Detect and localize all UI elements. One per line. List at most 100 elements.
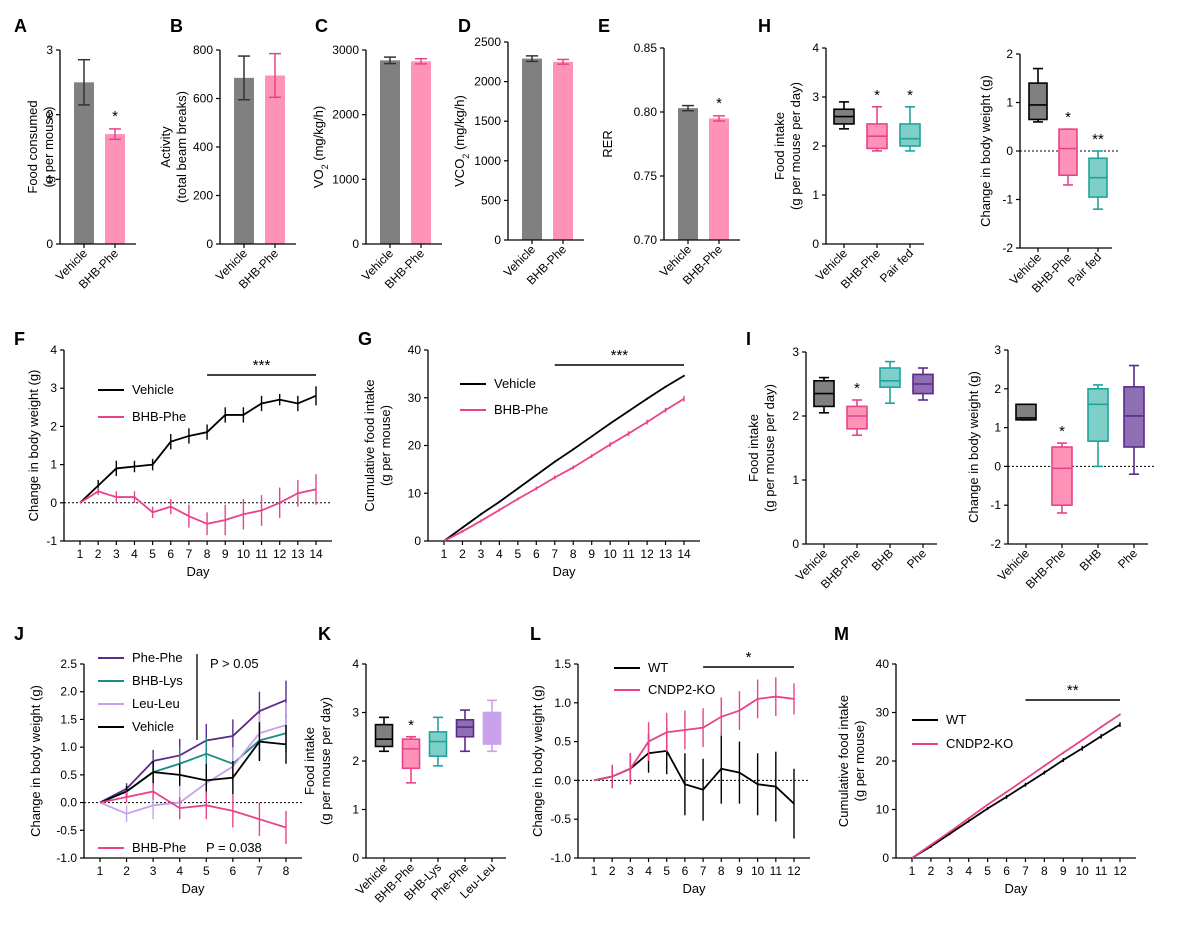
x-tick-label-G: 9 bbox=[588, 547, 595, 561]
significance-marker: *** bbox=[253, 357, 271, 374]
y-tick-label-I1: 3 bbox=[792, 345, 799, 359]
x-tick-label-F: 13 bbox=[291, 547, 305, 561]
y-tick-label-H2: -2 bbox=[1002, 241, 1013, 255]
series-line-wt bbox=[593, 749, 795, 805]
panel-letter-K: K bbox=[318, 624, 331, 644]
legend-label-bhb-phe: BHB-Phe bbox=[132, 409, 186, 424]
series-line-bhb-phe bbox=[79, 488, 317, 525]
bar-bhb-phe bbox=[709, 118, 729, 240]
legend-label-cndp2-ko: CNDP2-KO bbox=[648, 682, 715, 697]
series-line-cndp2-ko bbox=[593, 695, 795, 782]
box-bhb-phe bbox=[846, 405, 868, 430]
series-line-vehicle bbox=[79, 395, 317, 504]
y-tick-label-L: 1.5 bbox=[554, 657, 571, 671]
x-tick-label-J: 3 bbox=[150, 864, 157, 878]
panel-letter-C: C bbox=[315, 16, 328, 36]
y-tick-label-H1: 0 bbox=[812, 237, 819, 251]
y-tick-label-A: 1 bbox=[46, 172, 53, 186]
x-tick-label-M: 9 bbox=[1060, 864, 1067, 878]
x-tick-label-L: 6 bbox=[682, 864, 689, 878]
y-tick-label-J: -1.0 bbox=[56, 851, 77, 865]
x-tick-label-G: 6 bbox=[533, 547, 540, 561]
y-tick-label-F: 2 bbox=[50, 419, 57, 433]
significance-marker: ** bbox=[1067, 682, 1079, 699]
y-axis-label-H1-line1: Food intake bbox=[772, 112, 787, 180]
significance-marker: ** bbox=[1092, 131, 1104, 148]
bar-vehicle bbox=[74, 82, 94, 244]
x-tick-label-M: 1 bbox=[909, 864, 916, 878]
bar-bhb-phe bbox=[411, 61, 431, 244]
y-tick-label-I1: 0 bbox=[792, 537, 799, 551]
x-tick-label-L: 1 bbox=[591, 864, 598, 878]
x-tick-label-bhb: BHB bbox=[1077, 546, 1104, 573]
x-tick-label-M: 4 bbox=[965, 864, 972, 878]
y-tick-label-D: 2000 bbox=[474, 75, 501, 89]
x-tick-label-G: 4 bbox=[496, 547, 503, 561]
y-tick-label-G: 0 bbox=[414, 534, 421, 548]
x-tick-label-F: 9 bbox=[222, 547, 229, 561]
panel-letter-F: F bbox=[14, 329, 25, 349]
x-tick-label-F: 7 bbox=[186, 547, 193, 561]
x-tick-label-F: 11 bbox=[255, 547, 268, 561]
y-axis-label-E: RER bbox=[600, 130, 615, 157]
x-tick-label-J: 1 bbox=[97, 864, 104, 878]
panel-letter-E: E bbox=[598, 16, 610, 36]
y-tick-label-E: 0.70 bbox=[634, 233, 658, 247]
panel-letter-G: G bbox=[358, 329, 372, 349]
legend-label-bhb-phe: BHB-Phe bbox=[132, 840, 186, 855]
legend-label-bhb-phe: BHB-Phe bbox=[494, 402, 548, 417]
x-tick-label-G: 14 bbox=[677, 547, 691, 561]
y-axis-label-C: VO2 (mg/kg/h) bbox=[311, 106, 330, 188]
y-tick-label-K: 4 bbox=[352, 657, 359, 671]
x-tick-label-F: 10 bbox=[237, 547, 251, 561]
x-tick-label-phe: Phe bbox=[1115, 546, 1140, 571]
y-tick-label-B: 600 bbox=[193, 92, 213, 106]
y-axis-label-I1-line1: Food intake bbox=[746, 414, 761, 482]
x-tick-label-G: 11 bbox=[622, 547, 635, 561]
y-tick-label-B: 400 bbox=[193, 140, 213, 154]
y-tick-label-H2: 2 bbox=[1006, 47, 1013, 61]
bar-bhb-phe bbox=[105, 134, 125, 244]
y-axis-label-A-line1: Food consumed bbox=[25, 100, 40, 193]
y-axis-label-M-line2: (g per mouse) bbox=[852, 721, 867, 802]
y-tick-label-B: 800 bbox=[193, 43, 213, 57]
x-tick-label-F: 4 bbox=[131, 547, 138, 561]
y-tick-label-E: 0.80 bbox=[634, 105, 658, 119]
y-tick-label-F: 3 bbox=[50, 381, 57, 395]
legend-label-vehicle: Vehicle bbox=[132, 719, 174, 734]
y-tick-label-G: 40 bbox=[408, 343, 422, 357]
y-tick-label-F: 0 bbox=[50, 496, 57, 510]
x-tick-label-G: 7 bbox=[551, 547, 558, 561]
x-tick-label-M: 5 bbox=[984, 864, 991, 878]
y-axis-label-G-line1: Cumulative food intake bbox=[362, 379, 377, 511]
y-axis-label-H1-line2: (g per mouse per day) bbox=[788, 82, 803, 210]
x-axis-label-M: Day bbox=[1004, 881, 1028, 896]
y-axis-label-M-line1: Cumulative food intake bbox=[836, 695, 851, 827]
box-pair fed bbox=[899, 123, 921, 147]
y-axis-label-B-line1: Activity bbox=[158, 126, 173, 168]
y-tick-label-E: 0.75 bbox=[634, 169, 658, 183]
panel-letter-B: B bbox=[170, 16, 183, 36]
y-axis-label-I2: Change in body weight (g) bbox=[966, 371, 981, 523]
y-tick-label-L: 1.0 bbox=[554, 696, 571, 710]
y-tick-label-J: -0.5 bbox=[56, 823, 77, 837]
series-line-bhb-phe bbox=[99, 790, 287, 829]
bar-vehicle bbox=[522, 58, 542, 240]
y-tick-label-A: 2 bbox=[46, 108, 53, 122]
x-tick-label-J: 8 bbox=[283, 864, 290, 878]
y-tick-label-A: 3 bbox=[46, 43, 53, 57]
significance-marker: * bbox=[746, 649, 752, 666]
x-axis-label-G: Day bbox=[552, 564, 576, 579]
x-tick-label-J: 6 bbox=[230, 864, 237, 878]
x-tick-label-J: 2 bbox=[123, 864, 130, 878]
y-tick-label-C: 1000 bbox=[332, 172, 359, 186]
box-vehicle bbox=[1028, 82, 1048, 121]
series-line-phe-phe bbox=[99, 699, 287, 804]
series-line-cndp2-ko bbox=[911, 713, 1121, 859]
y-axis-label-K-line2: (g per mouse per day) bbox=[318, 697, 333, 825]
y-axis-label-I1-line2: (g per mouse per day) bbox=[762, 384, 777, 512]
x-tick-label-M: 10 bbox=[1076, 864, 1090, 878]
y-tick-label-H1: 3 bbox=[812, 90, 819, 104]
x-tick-label-L: 3 bbox=[627, 864, 634, 878]
